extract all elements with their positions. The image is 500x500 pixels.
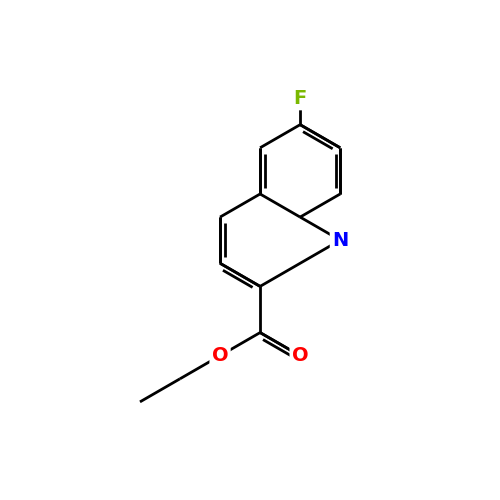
- Text: O: O: [212, 346, 228, 365]
- Text: F: F: [294, 89, 307, 108]
- Text: O: O: [292, 346, 308, 365]
- Text: N: N: [332, 230, 348, 250]
